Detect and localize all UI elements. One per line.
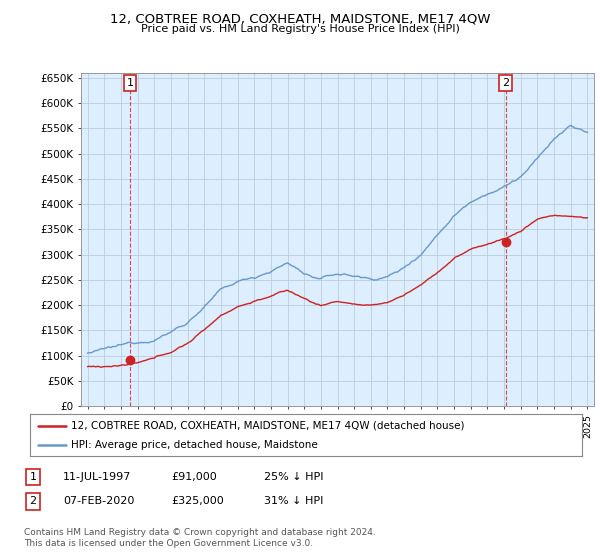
Text: 25% ↓ HPI: 25% ↓ HPI (264, 472, 323, 482)
Text: 31% ↓ HPI: 31% ↓ HPI (264, 496, 323, 506)
Text: 2: 2 (502, 78, 509, 88)
Text: 1: 1 (127, 78, 133, 88)
Text: Price paid vs. HM Land Registry's House Price Index (HPI): Price paid vs. HM Land Registry's House … (140, 24, 460, 34)
Text: £325,000: £325,000 (171, 496, 224, 506)
Text: 12, COBTREE ROAD, COXHEATH, MAIDSTONE, ME17 4QW: 12, COBTREE ROAD, COXHEATH, MAIDSTONE, M… (110, 12, 490, 25)
Text: £91,000: £91,000 (171, 472, 217, 482)
Text: 07-FEB-2020: 07-FEB-2020 (63, 496, 134, 506)
Text: 1: 1 (29, 472, 37, 482)
Text: HPI: Average price, detached house, Maidstone: HPI: Average price, detached house, Maid… (71, 440, 318, 450)
Text: 12, COBTREE ROAD, COXHEATH, MAIDSTONE, ME17 4QW (detached house): 12, COBTREE ROAD, COXHEATH, MAIDSTONE, M… (71, 421, 465, 431)
Text: This data is licensed under the Open Government Licence v3.0.: This data is licensed under the Open Gov… (24, 539, 313, 548)
Text: Contains HM Land Registry data © Crown copyright and database right 2024.: Contains HM Land Registry data © Crown c… (24, 528, 376, 536)
Text: 2: 2 (29, 496, 37, 506)
Text: 11-JUL-1997: 11-JUL-1997 (63, 472, 131, 482)
